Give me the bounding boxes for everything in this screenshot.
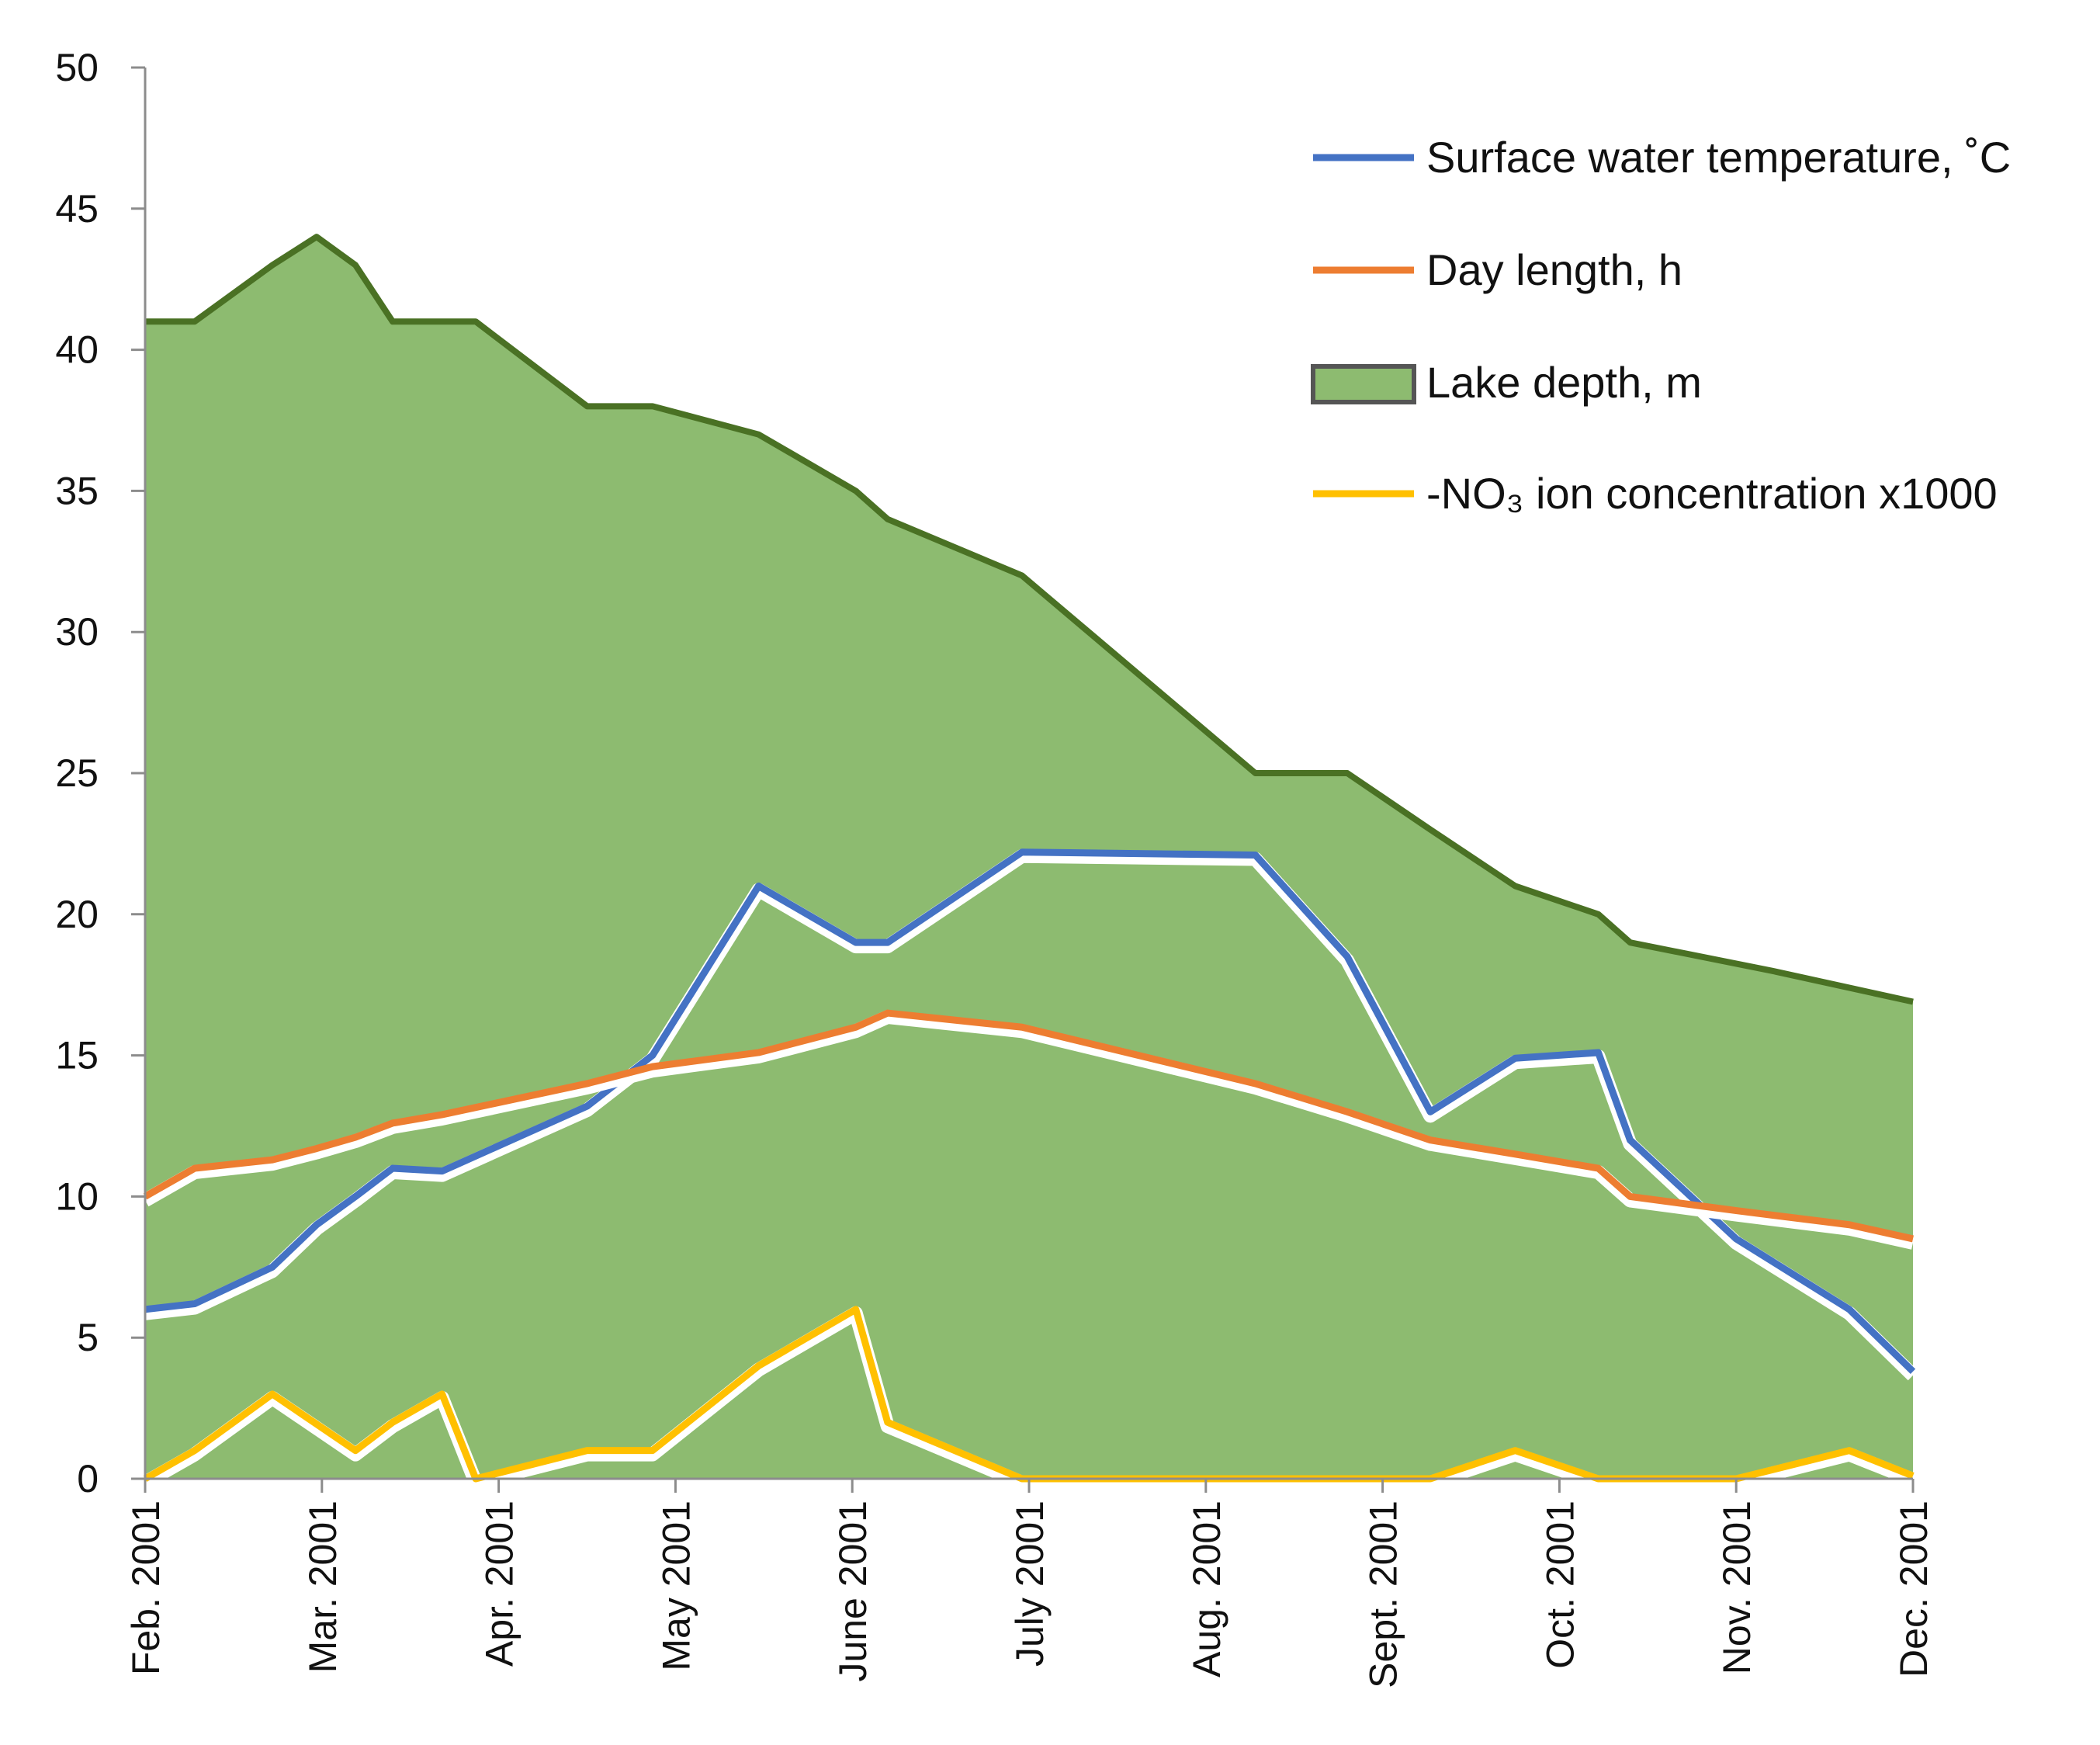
y-tick-label: 10 — [55, 1174, 99, 1218]
legend: Surface water temperature, ˚C Day length… — [1311, 133, 2011, 518]
x-tick-label: Feb. 2001 — [124, 1500, 168, 1675]
y-tick-label: 50 — [55, 46, 99, 89]
lake-depth-edge — [145, 234, 1914, 1005]
y-tick-label: 20 — [55, 893, 99, 936]
y-tick-label: 0 — [77, 1457, 99, 1500]
legend-label-lake-depth: Lake depth, m — [1426, 358, 1702, 407]
legend-label-day-length: Day length, h — [1426, 245, 1682, 294]
legend-label-temperature: Surface water temperature, ˚C — [1426, 133, 2011, 182]
x-tick-label: Sept. 2001 — [1362, 1500, 1405, 1688]
legend-label-no3: -NO₃ ion concentration x1000 — [1426, 469, 1998, 518]
y-axis: 0 5 10 15 20 25 30 35 40 45 50 — [55, 46, 147, 1500]
legend-swatch-lake-depth — [1311, 364, 1416, 404]
x-tick-label: July 2001 — [1008, 1500, 1052, 1667]
y-tick-label: 45 — [55, 187, 99, 231]
temperature-line — [144, 848, 1916, 1375]
y-tick-label: 30 — [55, 610, 99, 654]
x-tick-label: Oct. 2001 — [1538, 1500, 1582, 1669]
x-axis: Feb. 2001 Mar. 2001 Apr. 2001 May 2001 June … — [124, 1477, 1935, 1688]
y-tick-label: 5 — [77, 1316, 99, 1359]
y-tick-label: 15 — [55, 1034, 99, 1077]
x-tick-label: May 2001 — [654, 1500, 698, 1671]
x-tick-label: June 2001 — [831, 1500, 875, 1682]
y-tick-label: 25 — [55, 751, 99, 795]
x-tick-label: Dec. 2001 — [1892, 1500, 1935, 1677]
plot-area — [141, 234, 1918, 1490]
day-length-line — [143, 1009, 1914, 1243]
x-tick-label: Mar. 2001 — [301, 1500, 345, 1673]
x-tick-label: Apr. 2001 — [478, 1500, 522, 1667]
y-tick-label: 35 — [55, 469, 99, 512]
y-tick-label: 40 — [55, 328, 99, 372]
x-tick-label: Aug. 2001 — [1185, 1500, 1228, 1677]
x-tick-label: Nov. 2001 — [1715, 1500, 1759, 1674]
